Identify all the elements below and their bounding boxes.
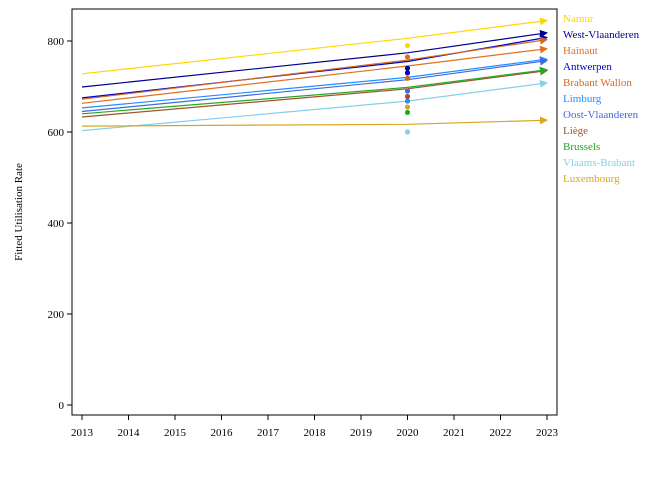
observed-point-antwerpen	[404, 70, 411, 76]
observed-point-luxembourg	[404, 104, 411, 110]
legend-entry: West-Vlaanderen	[563, 29, 640, 41]
y-axis: 0 200 400 600 800	[48, 36, 72, 412]
observed-point-west-vlaanderen	[404, 65, 411, 71]
x-tick-label: 2020	[397, 427, 420, 439]
x-tick-label: 2014	[118, 427, 141, 439]
observed-points	[404, 42, 411, 135]
series-line-brussels	[81, 66, 548, 115]
y-tick-label: 200	[48, 309, 65, 321]
legend-entry: Oost-Vlaanderen	[563, 109, 639, 121]
x-tick-label: 2022	[490, 427, 512, 439]
y-tick-label: 0	[59, 400, 65, 412]
x-tick-label: 2016	[211, 427, 234, 439]
legend-entry: Hainaut	[563, 45, 598, 57]
x-tick-label: 2013	[71, 427, 94, 439]
series-line-west-vlaanderen	[81, 29, 548, 88]
observed-point-brabant-wallon	[404, 75, 411, 81]
observed-point-brussels	[404, 109, 411, 116]
series-line-luxembourg	[81, 116, 548, 127]
plot-frame	[71, 8, 558, 416]
y-tick-label: 800	[48, 36, 65, 48]
observed-point-limburg	[404, 98, 411, 104]
legend-entry: Brabant Wallon	[563, 77, 632, 89]
x-tick-label: 2021	[443, 427, 465, 439]
y-tick-label: 600	[48, 127, 65, 139]
series-line-namur	[81, 17, 548, 75]
legend-entry: Luxembourg	[563, 173, 620, 185]
y-axis-label: Fitted Utilisation Rate	[13, 163, 25, 261]
x-tick-label: 2015	[164, 427, 187, 439]
observed-point-namur	[404, 42, 411, 49]
legend-entry: Liège	[563, 125, 588, 137]
series-line-brabant-wallon	[81, 36, 548, 100]
legend-entry: Vlaams-Brabant	[563, 157, 635, 169]
observed-point-li-ge	[404, 93, 411, 100]
observed-point-vlaams-brabant	[404, 129, 411, 135]
legend-entry: Namur	[563, 13, 594, 25]
observed-point-oost-vlaanderen	[404, 88, 411, 94]
x-tick-label: 2017	[257, 427, 280, 439]
legend: Namur West-Vlaanderen Hainaut Antwerpen Brab…	[563, 13, 640, 185]
observed-point-hainaut	[404, 54, 411, 60]
x-axis: 2013 2014 2015 2016 2017 2018 2019 2020 2021 2022…	[71, 415, 559, 439]
x-tick-label: 2023	[536, 427, 559, 439]
x-tick-label: 2019	[350, 427, 373, 439]
legend-entry: Brussels	[563, 141, 600, 153]
x-tick-label: 2018	[304, 427, 327, 439]
legend-entry: Limburg	[563, 93, 602, 105]
y-tick-label: 400	[48, 218, 65, 230]
series-lines	[81, 17, 548, 132]
legend-entry: Antwerpen	[563, 61, 612, 73]
